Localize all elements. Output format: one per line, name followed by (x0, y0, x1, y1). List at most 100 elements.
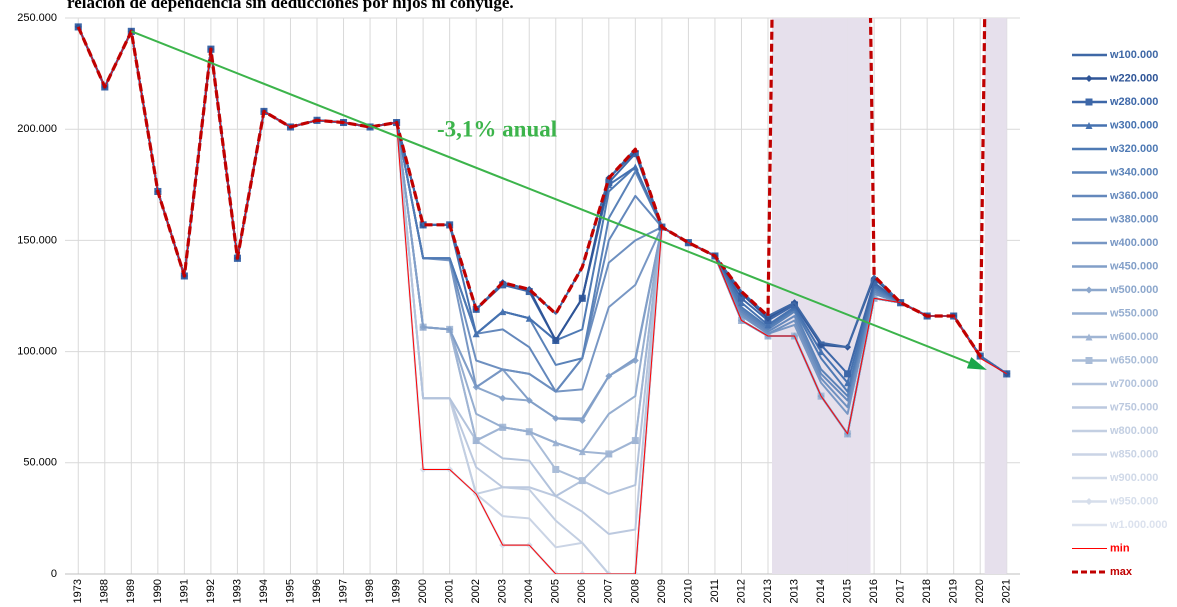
y-tick-label: 100.000 (17, 346, 57, 358)
trend-label: -3,1% anual (437, 116, 557, 141)
x-tick-label: 2010 (682, 579, 694, 603)
x-tick-label: 1990 (152, 579, 164, 603)
legend-label: w340.000 (1109, 166, 1158, 178)
x-tick-label: 2006 (576, 579, 588, 603)
legend-label: w1.000.000 (1109, 519, 1168, 531)
legend-label: w600.000 (1109, 331, 1158, 343)
legend-label: max (1110, 566, 1133, 578)
legend-label: w950.000 (1109, 495, 1158, 507)
x-tick-label: 1991 (178, 579, 190, 603)
x-tick-label: 2016 (868, 579, 880, 603)
point-marker (844, 370, 852, 378)
point-marker (499, 394, 507, 402)
point-marker (737, 294, 745, 302)
x-tick-label: 1992 (205, 579, 217, 603)
x-tick-label: 2009 (656, 579, 668, 603)
legend-label: w500.000 (1109, 284, 1158, 296)
x-tick-label: 2019 (948, 579, 960, 603)
point-marker (499, 308, 507, 316)
shaded-range (984, 18, 1007, 574)
x-tick-label: 2017 (895, 579, 907, 603)
x-tick-label: 2014 (815, 579, 827, 603)
point-marker (578, 294, 586, 302)
point-marker (472, 437, 480, 445)
shaded-range (821, 18, 848, 574)
legend-marker (1085, 98, 1093, 106)
legend-label: w100.000 (1109, 49, 1158, 61)
x-tick-label: 2002 (470, 579, 482, 603)
x-tick-label: 2012 (735, 579, 747, 603)
x-tick-label: 2021 (1001, 579, 1013, 603)
plot-area (74, 18, 1011, 574)
legend-label: w900.000 (1109, 472, 1158, 484)
legend-marker (1085, 286, 1093, 294)
y-tick-label: 150.000 (17, 234, 57, 246)
x-tick-label: 2004 (523, 579, 535, 603)
y-tick-label: 50.000 (23, 457, 57, 469)
legend-label: w320.000 (1109, 143, 1158, 155)
trend-arrow (966, 357, 987, 370)
x-tick-label: 1994 (258, 579, 270, 603)
legend-marker (1085, 75, 1093, 82)
legend-label: w300.000 (1109, 119, 1158, 131)
point-marker (605, 450, 613, 458)
legend-marker (1085, 498, 1093, 505)
point-marker (817, 348, 825, 356)
legend-label: w380.000 (1109, 213, 1158, 225)
x-tick-label: 2015 (841, 579, 853, 603)
x-tick-label: 2013 (762, 579, 774, 603)
legend-marker (1085, 333, 1093, 341)
x-tick-label: 2008 (629, 579, 641, 603)
x-tick-label: 2018 (921, 579, 933, 603)
x-tick-label: 2000 (417, 579, 429, 603)
x-tick-label: 1993 (231, 579, 243, 603)
point-marker (764, 314, 772, 322)
legend-label: w360.000 (1109, 190, 1158, 202)
x-tick-label: 1997 (337, 579, 349, 603)
legend-label: w750.000 (1109, 401, 1158, 413)
legend-marker (1085, 122, 1093, 129)
legend-label: w650.000 (1109, 354, 1158, 366)
x-tick-label: 1988 (99, 579, 111, 603)
legend-label: w400.000 (1109, 237, 1158, 249)
legend-label: w800.000 (1109, 425, 1158, 437)
legend-label: w280.000 (1109, 96, 1158, 108)
x-tick-label: 2020 (974, 579, 986, 603)
legend-label: w450.000 (1109, 260, 1158, 272)
legend-label: w220.000 (1109, 72, 1158, 84)
point-marker (764, 321, 772, 329)
chart-title: relación de dependencia sin deducciones … (67, 0, 514, 12)
x-tick-label: 1995 (284, 579, 296, 603)
point-marker (631, 437, 639, 445)
y-tick-label: 250.000 (17, 12, 57, 24)
legend-label: w850.000 (1109, 448, 1158, 460)
point-marker (631, 163, 639, 171)
point-marker (525, 314, 533, 322)
x-tick-label: 1998 (364, 579, 376, 603)
point-marker (472, 330, 480, 338)
shaded-range (847, 18, 871, 574)
x-tick-label: 1973 (72, 579, 84, 603)
shaded-range (772, 18, 795, 574)
legend-label: w550.000 (1109, 307, 1158, 319)
point-marker (844, 379, 852, 387)
legend-label: min (1110, 542, 1130, 554)
x-tick-label: 2001 (444, 579, 456, 603)
legend-marker (1085, 357, 1093, 364)
x-tick-label: 1996 (311, 579, 323, 603)
x-tick-label: 2007 (603, 579, 615, 603)
y-tick-label: 0 (51, 568, 57, 580)
x-tick-label: 2003 (497, 579, 509, 603)
point-marker (552, 465, 560, 473)
point-marker (870, 279, 878, 287)
x-tick-label: 1999 (391, 579, 403, 603)
point-marker (552, 336, 560, 344)
point-marker (578, 477, 586, 485)
x-tick-label: 2013 (788, 579, 800, 603)
x-tick-label: 2011 (709, 579, 721, 603)
point-marker (737, 299, 745, 307)
legend-label: w700.000 (1109, 378, 1158, 390)
y-tick-label: 200.000 (17, 123, 57, 135)
trend-line (130, 30, 981, 369)
